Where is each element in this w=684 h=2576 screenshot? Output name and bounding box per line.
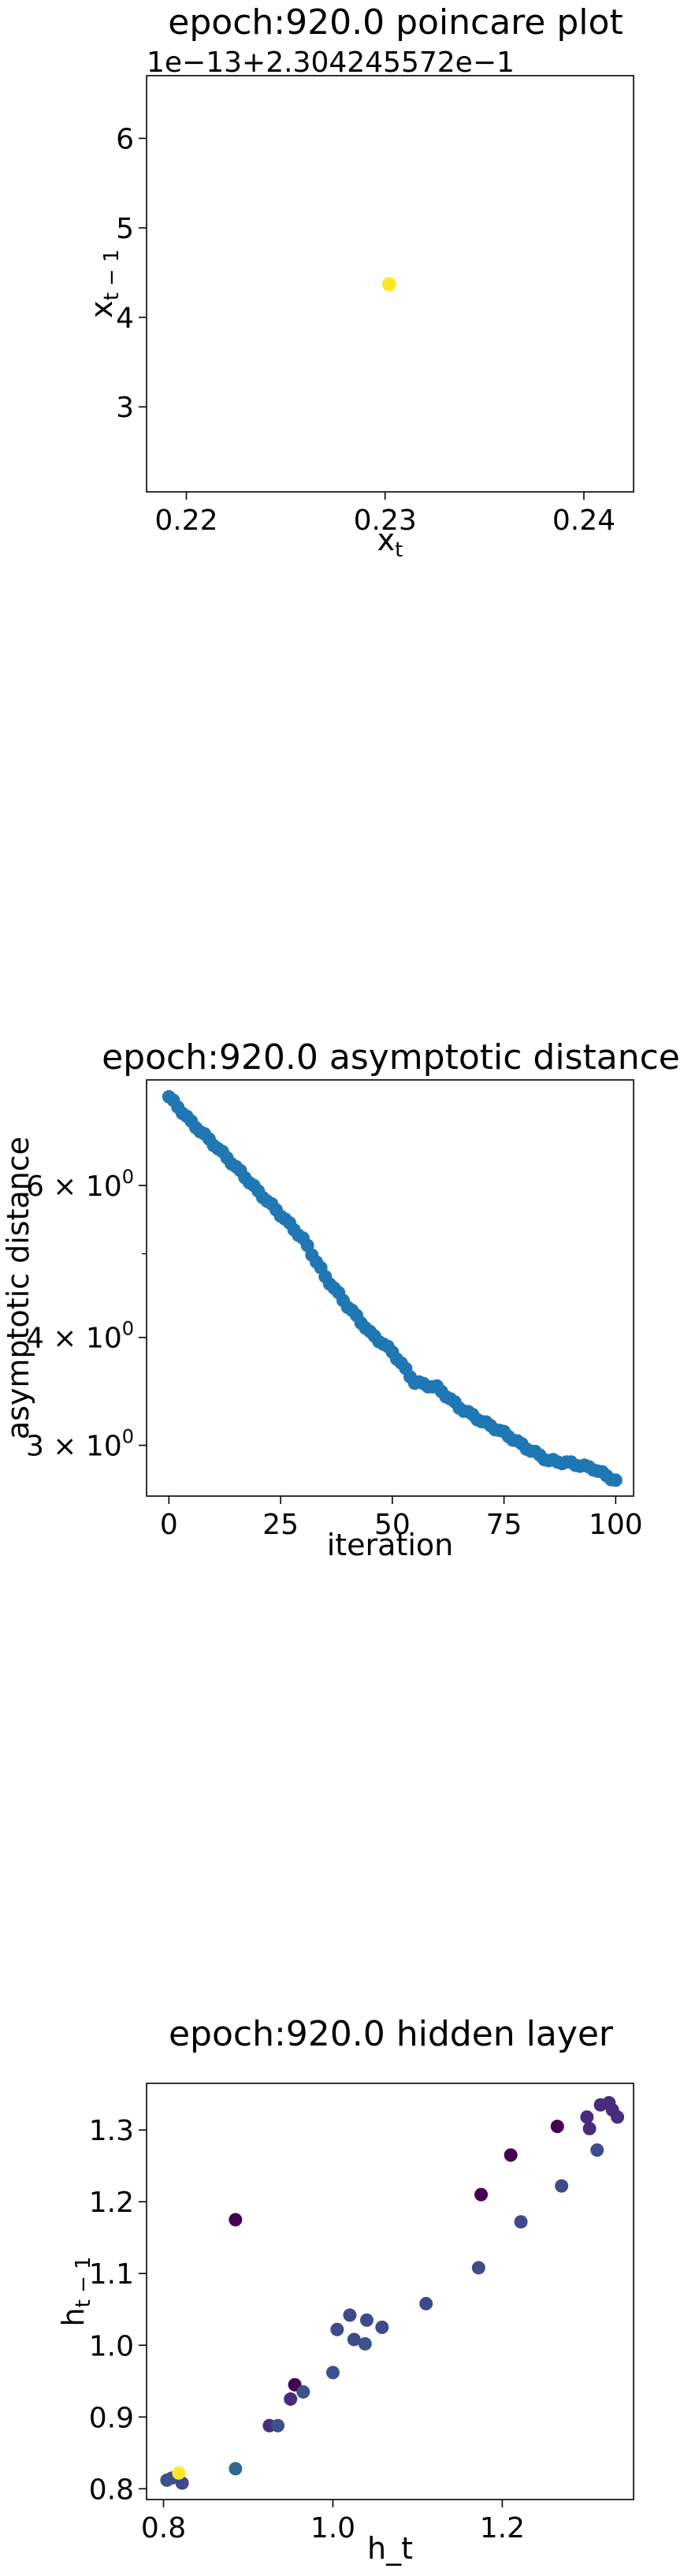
hidden-y-tick-label: 1.3 [89,2115,134,2147]
asymptotic-x-tick-label: 100 [589,1509,643,1541]
poincare-chart: epoch:920.0 poincare plot 1e−13+2.304245… [84,2,634,562]
hidden-x-tick-label: 0.8 [141,2512,186,2544]
poincare-y-tick-label: 6 [116,123,134,155]
hidden-point [284,2392,298,2407]
poincare-point [381,277,396,292]
hidden-point [611,2110,625,2124]
hidden-point [555,2179,569,2193]
hidden-ylabel-main: h [56,2307,91,2326]
asymptotic-title: epoch:920.0 asymptotic distance [102,1037,680,1078]
hidden-point [229,2213,243,2227]
asymptotic-point [608,1473,623,1487]
poincare-x-tick-label: 0.23 [354,504,417,537]
hidden-x-ticks: 0.8 1.0 1.2 [141,2500,525,2544]
hidden-point [229,2462,243,2476]
poincare-x-ticks: 0.22 0.23 0.24 [154,492,615,537]
hidden-point [580,2110,594,2124]
hidden-point [358,2336,372,2351]
poincare-y-axis-label: xt − 1 [84,249,124,318]
hidden-point [347,2332,361,2347]
hidden-point [330,2322,344,2336]
poincare-y-tick-label: 4 [116,303,134,335]
hidden-y-axis-label: ht − 1 [56,2256,95,2326]
hidden-point [359,2313,374,2327]
poincare-ylabel-sub: t − 1 [100,249,124,300]
asymptotic-x-tick-label: 0 [160,1509,178,1541]
hidden-y-ticks: 0.8 0.9 1.0 1.1 1.2 1.3 [89,2115,147,2506]
asymptotic-x-tick-label: 75 [486,1509,522,1541]
hidden-point [474,2187,489,2202]
hidden-point [271,2418,285,2433]
poincare-xlabel-sub: t [395,538,403,562]
poincare-ylabel-main: x [84,300,119,318]
poincare-offset-text: 1e−13+2.304245572e−1 [147,47,515,79]
hidden-point [471,2261,485,2275]
poincare-xlabel-main: x [377,523,396,557]
hidden-y-tick-label: 0.8 [89,2474,134,2506]
hidden-point [343,2308,357,2322]
hidden-plot-frame [146,2083,634,2500]
hidden-point [419,2296,433,2310]
hidden-point [172,2466,186,2480]
hidden-point [504,2148,518,2162]
hidden-x-axis-label: h_t [367,2531,413,2566]
hidden-y-tick-label: 1.1 [89,2258,134,2291]
asymptotic-y-tick-label: 4 × 100 [26,1318,134,1355]
hidden-x-tick-label: 1.2 [480,2512,525,2544]
poincare-title: epoch:920.0 poincare plot [168,2,623,43]
hidden-title: epoch:920.0 hidden layer [169,2014,614,2054]
poincare-x-tick-label: 0.22 [154,504,217,537]
hidden-y-tick-label: 1.2 [89,2187,134,2219]
poincare-x-axis-label: xt [377,523,403,562]
hidden-x-tick-label: 1.0 [310,2512,355,2544]
hidden-ylabel-sub: t − 1 [72,2256,95,2307]
asymptotic-points [162,1089,623,1487]
asymptotic-x-tick-label: 25 [262,1509,299,1541]
hidden-point [325,2366,340,2380]
hidden-point [582,2121,597,2135]
asymptotic-x-axis-label: iteration [327,1528,454,1562]
poincare-y-ticks: 3 4 5 6 [116,123,147,424]
asymptotic-x-ticks: 0 25 50 75 100 [160,1496,643,1541]
hidden-point [296,2384,310,2399]
hidden-point [550,2120,564,2134]
hidden-point [590,2143,604,2157]
asymptotic-y-tick-label: 6 × 100 [26,1166,134,1203]
poincare-points [381,277,396,292]
poincare-y-tick-label: 5 [116,213,134,245]
asymptotic-y-ticks: 3 × 100 4 × 100 6 × 100 [26,1166,147,1463]
asymptotic-plot-frame [146,1079,634,1497]
poincare-y-tick-label: 3 [116,392,134,424]
asymptotic-x-tick-label: 50 [374,1509,411,1541]
poincare-x-tick-label: 0.24 [552,504,615,537]
hidden-y-tick-label: 0.9 [89,2402,134,2434]
asymptotic-y-axis-label: asymptotic distance [1,1137,35,1439]
asymptotic-chart: epoch:920.0 asymptotic distance 0 25 50 75 1… [1,1037,680,1562]
hidden-point [375,2321,389,2335]
hidden-layer-chart: epoch:920.0 hidden layer 0.8 1.0 1.2 0.80.… [56,2014,634,2566]
poincare-plot-frame [146,75,634,493]
hidden-point [514,2215,528,2229]
hidden-points [160,2096,625,2490]
asymptotic-y-tick-label: 3 × 100 [26,1426,134,1463]
hidden-y-tick-label: 1.0 [89,2330,134,2362]
